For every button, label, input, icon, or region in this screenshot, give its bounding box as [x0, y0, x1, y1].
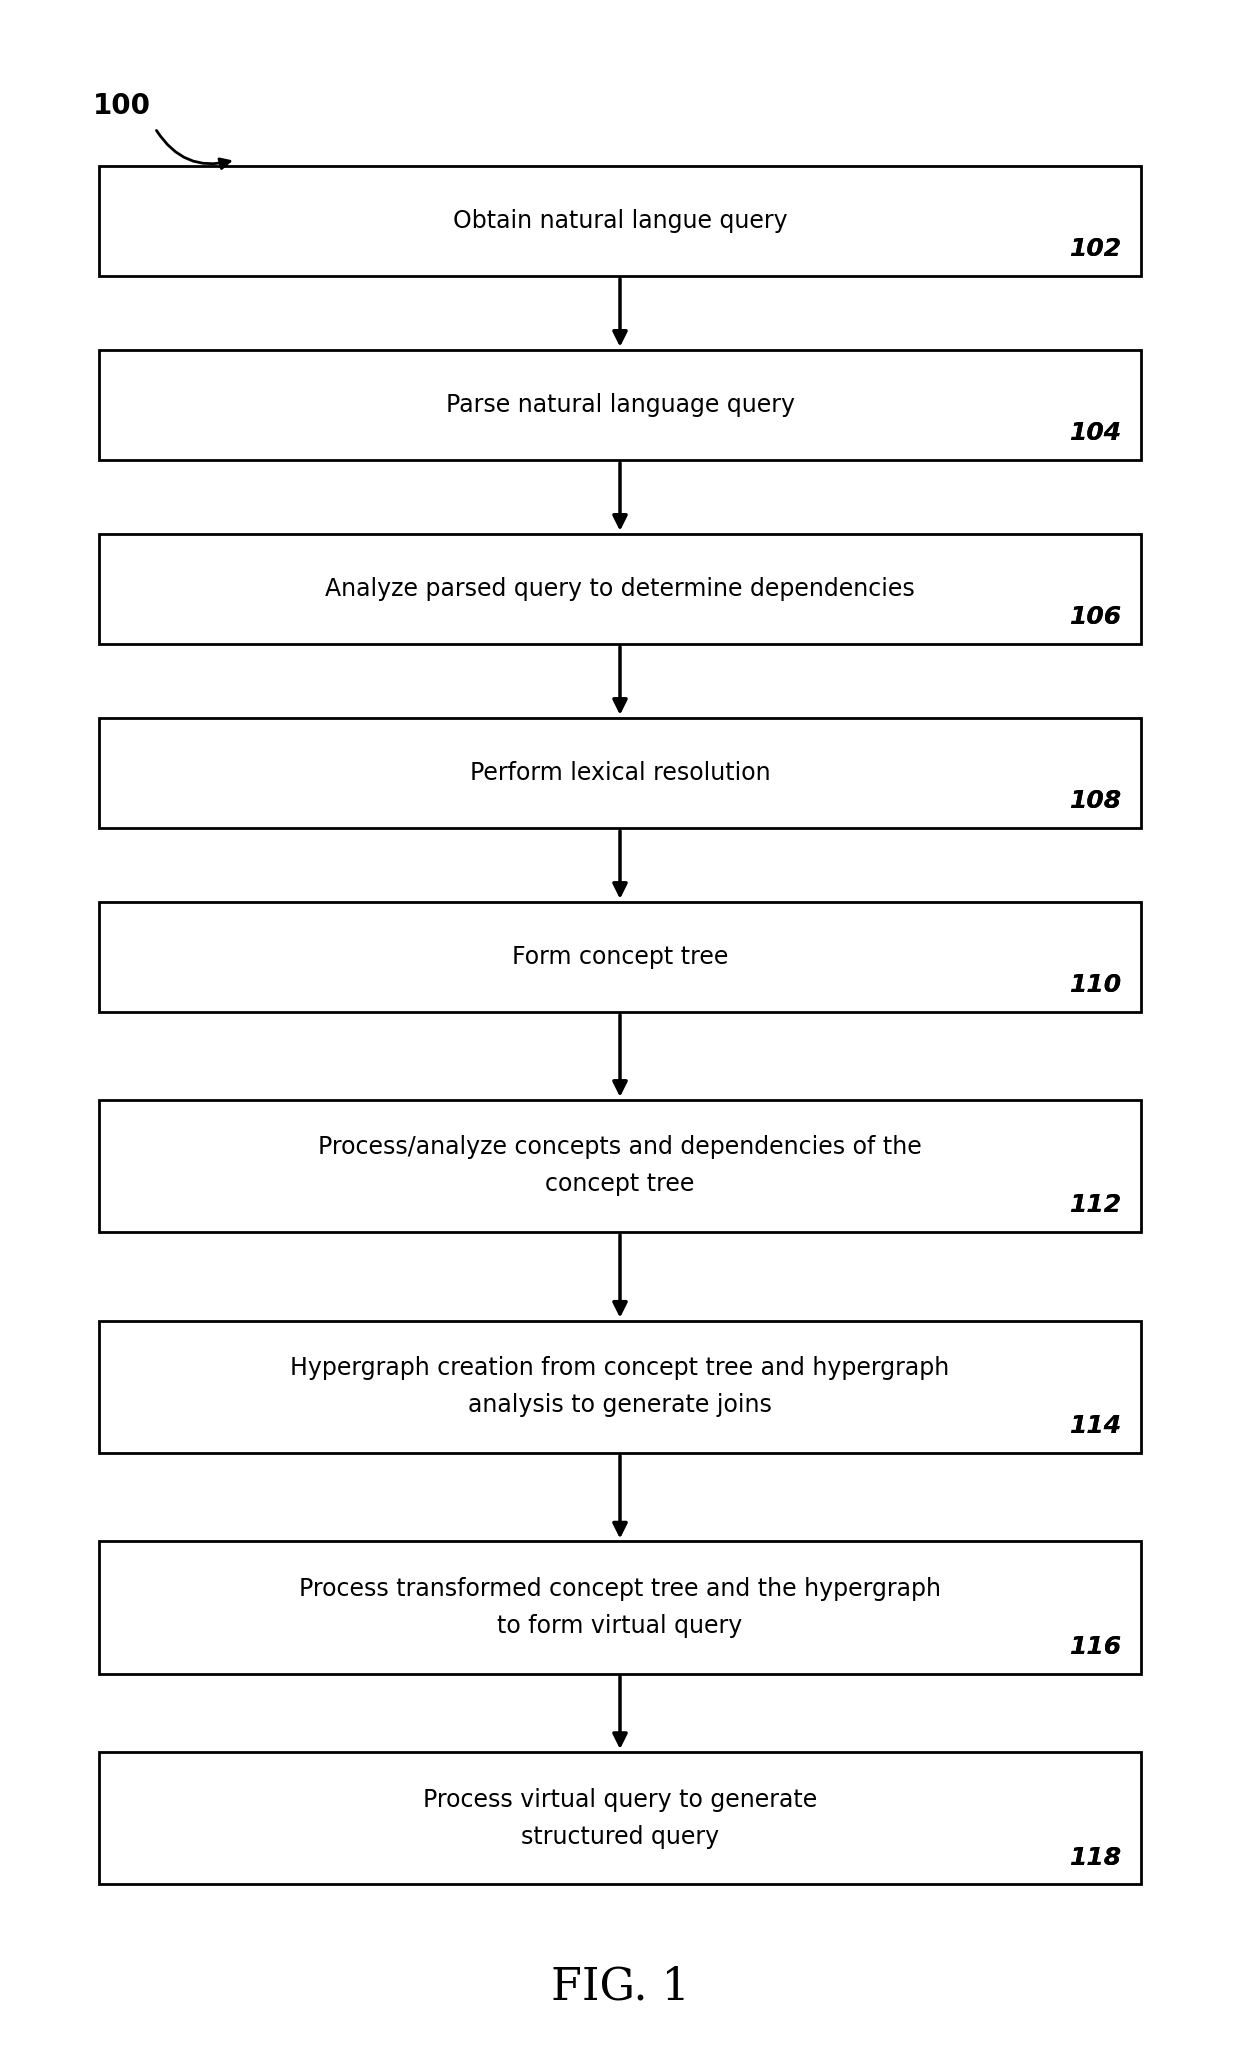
Text: 116: 116	[1070, 1634, 1122, 1659]
Text: Process virtual query to generate: Process virtual query to generate	[423, 1787, 817, 1812]
FancyBboxPatch shape	[99, 1542, 1141, 1674]
FancyBboxPatch shape	[99, 1752, 1141, 1884]
Text: Process transformed concept tree and the hypergraph: Process transformed concept tree and the…	[299, 1577, 941, 1601]
Text: FIG. 1: FIG. 1	[551, 1966, 689, 2009]
FancyBboxPatch shape	[99, 717, 1141, 829]
Text: Perform lexical resolution: Perform lexical resolution	[470, 761, 770, 785]
Text: 112: 112	[1070, 1193, 1122, 1218]
Text: Hypergraph creation from concept tree and hypergraph: Hypergraph creation from concept tree an…	[290, 1356, 950, 1381]
FancyBboxPatch shape	[99, 534, 1141, 643]
FancyBboxPatch shape	[99, 165, 1141, 276]
FancyArrowPatch shape	[156, 130, 229, 169]
Text: 110: 110	[1070, 973, 1122, 998]
FancyBboxPatch shape	[99, 1321, 1141, 1453]
FancyBboxPatch shape	[99, 1101, 1141, 1232]
Text: 114: 114	[1070, 1414, 1122, 1439]
Text: 106: 106	[1070, 606, 1122, 629]
Text: Analyze parsed query to determine dependencies: Analyze parsed query to determine depend…	[325, 577, 915, 602]
Text: 108: 108	[1070, 789, 1122, 814]
Text: 104: 104	[1070, 420, 1122, 445]
Text: Process/analyze concepts and dependencies of the: Process/analyze concepts and dependencie…	[319, 1136, 921, 1160]
Text: 118: 118	[1070, 1845, 1122, 1869]
Text: 104: 104	[1070, 420, 1122, 445]
Text: analysis to generate joins: analysis to generate joins	[467, 1393, 773, 1418]
Text: 114: 114	[1070, 1414, 1122, 1439]
FancyBboxPatch shape	[99, 903, 1141, 1012]
Text: 108: 108	[1070, 789, 1122, 814]
Text: Obtain natural langue query: Obtain natural langue query	[453, 208, 787, 233]
Text: 106: 106	[1070, 606, 1122, 629]
FancyBboxPatch shape	[99, 350, 1141, 460]
Text: 100: 100	[93, 93, 151, 120]
Text: Parse natural language query: Parse natural language query	[445, 394, 795, 416]
Text: 112: 112	[1070, 1193, 1122, 1218]
Text: to form virtual query: to form virtual query	[497, 1614, 743, 1638]
Text: 102: 102	[1070, 237, 1122, 262]
Text: 118: 118	[1070, 1845, 1122, 1869]
Text: concept tree: concept tree	[546, 1173, 694, 1197]
Text: structured query: structured query	[521, 1824, 719, 1849]
Text: 102: 102	[1070, 237, 1122, 262]
Text: 116: 116	[1070, 1634, 1122, 1659]
Text: Form concept tree: Form concept tree	[512, 944, 728, 969]
Text: 110: 110	[1070, 973, 1122, 998]
